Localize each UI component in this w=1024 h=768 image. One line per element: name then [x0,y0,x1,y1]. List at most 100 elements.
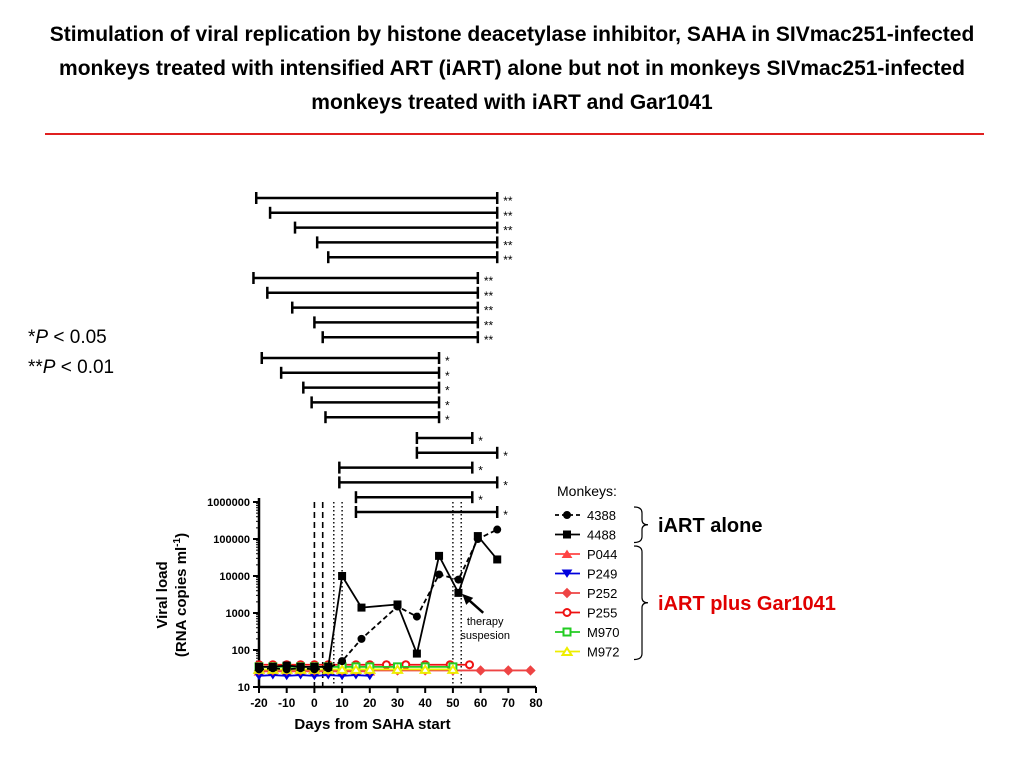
bracket-label: * [503,478,508,492]
x-tick-label: 80 [529,696,543,710]
x-axis-title: Days from SAHA start [294,716,450,733]
data-point [493,525,502,534]
annotation-arrow-head [462,593,474,605]
significance-bracket: ** [290,301,494,318]
group-label-iart-plus: iART plus Gar1041 [658,593,836,615]
data-point [473,532,482,541]
significance-bracket: ** [321,331,494,347]
data-point [525,665,536,676]
legend-marker [561,587,573,599]
x-tick-label: 70 [502,696,516,710]
single-stars: * [28,327,36,348]
significance-bracket: * [415,446,508,463]
data-point [418,663,432,674]
legend-label: 4488 [587,528,616,543]
significance-bracket: ** [252,272,493,288]
reference-lines [313,502,462,687]
significance-bracket: ** [327,251,513,267]
data-point [296,662,305,671]
y-tick-label: 1000 [226,608,250,620]
y-tick-label: 10 [238,682,250,694]
legend-marker [563,511,571,519]
data-point [454,588,463,597]
data-point [412,649,421,658]
bracket-label: * [503,508,508,522]
legend-entry-4488: 4488 [555,528,616,543]
legend-label: 4388 [587,508,616,523]
legend: Monkeys: 4388 4488 P044 P249 P252 P255 M970 M972… [555,483,836,661]
bracket-label: ** [484,304,494,318]
legend-marker [561,549,573,558]
bracket-label: ** [484,318,494,332]
x-tick-label: -10 [278,696,296,710]
legend-label: P249 [587,567,617,582]
legend-entry-P044: P044 [555,547,617,562]
annotations: therapy suspesion [460,593,510,642]
data-point [338,572,347,580]
bracket-label: * [445,384,450,398]
legend-entry-M970: M970 [555,625,620,640]
significance-bracket: ** [268,206,513,223]
bracket-label: ** [484,289,494,303]
data-point [435,570,444,579]
significance-bracket: * [279,366,450,383]
y-axis-units-superscript: -1 [172,537,183,546]
single-threshold: < 0.05 [48,327,107,348]
data-point [412,612,421,621]
legend-label: P252 [587,586,617,601]
data-point [393,600,402,609]
legend-title: Monkeys: [557,483,617,499]
chart-axes: 10 100 1000 10000 100000 1000000 -20 -10 0 10 20 30… [154,497,543,733]
bracket-label: * [478,464,483,478]
significance-key: *P < 0.05 **P < 0.01 [28,323,114,383]
y-tick-label: 100000 [213,534,250,546]
data-point [255,662,263,671]
bracket-label: ** [503,224,513,238]
significance-bracket: ** [315,236,513,252]
bracket-label: ** [484,333,494,347]
data-point [363,663,377,674]
legend-entry-P252: P252 [555,586,617,601]
data-point [268,662,277,671]
legend-marker [562,608,572,617]
legend-entry-4388: 4388 [555,508,616,523]
legend-entry-M972: M972 [555,645,620,660]
group-brace-iart-plus [633,545,649,661]
significance-bracket: * [415,432,483,448]
legend-marker [562,627,572,637]
data-point [338,657,347,666]
annotation-text: therapy [467,616,504,628]
title-rule [45,133,984,135]
bracket-label: ** [503,253,513,267]
significance-bracket: ** [254,192,513,208]
data-point [435,551,444,560]
data-point [391,663,404,674]
annotation-text: suspesion [460,630,510,642]
significance-bracket: ** [266,286,494,303]
bracket-label: * [478,493,483,507]
double-threshold: < 0.01 [55,357,115,378]
significance-bracket: * [338,476,508,492]
x-tick-label: -20 [250,696,268,710]
slide-title: Stimulation of viral replication by hist… [49,23,975,114]
significance-bracket: * [260,352,450,368]
data-point [349,663,363,674]
data-point [475,665,486,676]
double-stars: ** [28,357,43,378]
double-p: P [42,357,56,378]
legend-entry-P249: P249 [555,567,617,582]
y-tick-label: 1000000 [207,497,250,509]
bracket-label: * [478,434,483,448]
significance-key-single: *P < 0.05 [28,323,114,353]
y-axis-units: (RNA copies ml-1) [172,533,190,657]
significance-bracket: ** [313,316,494,332]
data-point [446,663,460,674]
bracket-label: * [445,413,450,427]
bracket-label: * [445,398,450,412]
y-axis-units-close: ) [173,533,190,538]
bracket-label: * [445,369,450,383]
bracket-label: * [445,354,450,368]
legend-label: M972 [587,645,620,660]
x-tick-label: 20 [363,696,377,710]
